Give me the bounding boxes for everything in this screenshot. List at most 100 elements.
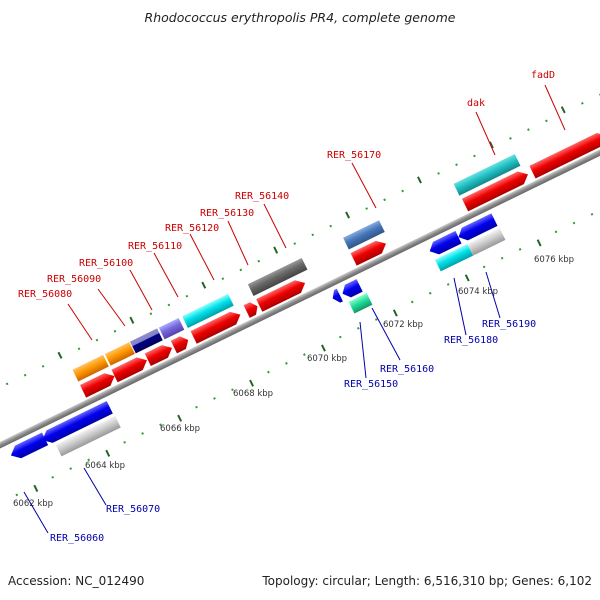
genome-summary-text: Topology: circular; Length: 6,516,310 bp… <box>261 574 592 588</box>
minor-tick <box>410 300 414 304</box>
minor-tick <box>455 163 458 167</box>
minor-tick <box>482 265 486 269</box>
gene-box <box>55 415 121 457</box>
genome-backbone <box>0 121 600 478</box>
major-tick <box>177 414 183 422</box>
gene-arrow <box>458 213 498 241</box>
scale-labels: 6062 kbp 6064 kbp 6066 kbp 6068 kbp 6070… <box>13 255 574 509</box>
gene-arrow <box>42 400 113 443</box>
major-tick <box>129 316 135 324</box>
minor-tick <box>285 362 288 365</box>
scale-label: 6074 kbp <box>458 287 498 297</box>
minor-tick <box>87 458 91 462</box>
scale-label: 6068 kbp <box>233 389 273 399</box>
gene-arrow <box>529 132 600 179</box>
scale-label: 6072 kbp <box>383 320 423 330</box>
minor-tick <box>554 230 558 234</box>
scale-label: 6064 kbp <box>85 461 125 471</box>
minor-tick <box>69 467 73 470</box>
minor-tick <box>213 397 216 400</box>
minor-tick <box>446 283 450 286</box>
minor-tick <box>428 291 432 295</box>
gene-arrow <box>80 373 115 398</box>
major-tick <box>273 246 279 254</box>
genome-strip <box>0 93 600 505</box>
minor-tick <box>51 476 55 479</box>
gene-label: fadD <box>531 70 555 81</box>
gene-label: RER_56110 <box>128 241 182 252</box>
gene-label: RER_56070 <box>106 504 160 515</box>
gene-label: dak <box>467 98 485 109</box>
gene-label: RER_56160 <box>380 364 434 375</box>
gene-label: RER_56120 <box>165 223 219 234</box>
gene-arrow <box>462 171 528 212</box>
gene-label: RER_56150 <box>344 379 398 390</box>
reverse-gene-labels <box>23 271 501 534</box>
map-title: Rhodococcus erythropolis PR4, complete g… <box>145 10 456 25</box>
gene-label: RER_56080 <box>18 289 72 300</box>
gene-box <box>453 154 521 196</box>
minor-tick <box>329 224 333 228</box>
gene-arrow <box>144 345 173 367</box>
minor-tick <box>5 382 9 386</box>
gene-box <box>348 293 373 314</box>
minor-tick <box>500 256 504 260</box>
minor-tick <box>221 277 225 281</box>
gene-label: RER_56060 <box>50 533 104 544</box>
major-tick <box>105 449 111 457</box>
minor-tick <box>77 347 81 351</box>
minor-tick <box>365 207 368 210</box>
minor-tick <box>545 119 548 123</box>
gene-label: RER_56180 <box>444 335 498 346</box>
gene-label: RER_56090 <box>47 274 101 285</box>
minor-tick <box>149 312 153 316</box>
forward-genes-row-1 <box>80 132 600 398</box>
minor-tick <box>257 259 261 263</box>
forward-scale-ticks <box>5 93 600 386</box>
major-tick <box>57 351 63 359</box>
minor-tick <box>167 303 171 307</box>
minor-tick <box>41 365 45 368</box>
major-tick <box>417 176 422 184</box>
minor-tick <box>437 172 440 175</box>
minor-tick <box>572 221 576 225</box>
forward-genes-row-2 <box>72 154 521 382</box>
minor-tick <box>383 198 386 202</box>
minor-tick <box>590 212 594 216</box>
minor-tick <box>15 493 19 497</box>
reverse-genes-row-1 <box>10 213 498 459</box>
gene-label: RER_56130 <box>200 208 254 219</box>
minor-tick <box>374 318 378 321</box>
minor-tick <box>159 423 162 427</box>
major-tick <box>560 106 566 114</box>
gene-arrow <box>243 302 258 318</box>
minor-tick <box>338 335 342 339</box>
major-tick <box>321 344 326 352</box>
minor-tick <box>293 242 297 245</box>
gene-box <box>104 342 135 366</box>
forward-gene-label-texts: RER_56080 RER_56090 RER_56100 RER_56110 … <box>18 70 555 300</box>
minor-tick <box>23 373 27 377</box>
gene-arrow <box>111 357 147 383</box>
major-tick <box>345 211 351 219</box>
gene-arrow <box>170 336 189 354</box>
minor-tick <box>123 440 126 444</box>
gene-arrow <box>256 280 306 312</box>
minor-tick <box>527 128 530 131</box>
minor-tick <box>581 101 584 105</box>
scale-label: 6076 kbp <box>534 255 574 265</box>
gene-arrow <box>332 288 343 303</box>
accession-text: Accession: NC_012490 <box>8 574 144 588</box>
major-tick <box>464 274 470 282</box>
minor-tick <box>303 353 306 356</box>
minor-tick <box>141 432 144 435</box>
reverse-gene-label-texts: RER_56060 RER_56070 RER_56150 RER_56160 … <box>50 319 536 544</box>
major-tick <box>536 239 542 247</box>
minor-tick <box>356 326 360 330</box>
minor-tick <box>311 233 315 237</box>
gene-label: RER_56140 <box>235 191 289 202</box>
gene-box <box>467 228 506 256</box>
major-tick <box>249 379 254 387</box>
gene-arrow <box>190 311 241 344</box>
